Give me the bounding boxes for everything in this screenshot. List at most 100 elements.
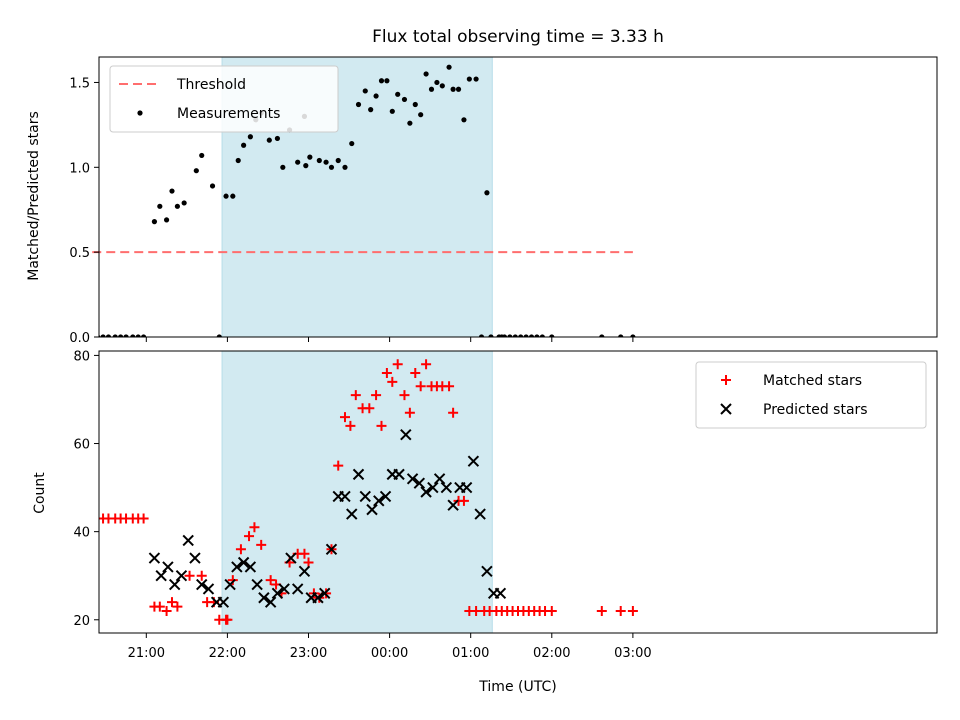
data-point [460, 481, 473, 494]
data-point [151, 219, 158, 225]
data-point [359, 490, 371, 503]
data-point [100, 334, 106, 337]
y-tick-label: 1.0 [69, 161, 90, 176]
data-point [518, 334, 524, 337]
data-points [87, 359, 638, 625]
data-point [618, 334, 624, 337]
data-point [373, 93, 379, 99]
x-tick-label: 23:00 [290, 646, 327, 661]
legend-box [109, 65, 339, 133]
data-point [265, 575, 276, 586]
data-point [439, 83, 445, 89]
data-point [434, 79, 440, 86]
data-point [328, 164, 335, 170]
data-point [478, 334, 485, 337]
data-point [325, 543, 338, 555]
data-point [244, 561, 257, 573]
data-point [303, 163, 309, 169]
data-point [172, 601, 183, 612]
legend: Matched stars Predicted stars [695, 361, 927, 429]
legend-label: Threshold [176, 77, 246, 93]
data-point [196, 578, 208, 591]
data-point [280, 164, 286, 170]
data-point [87, 513, 97, 523]
data-point [135, 334, 141, 337]
data-point [428, 86, 435, 92]
data-point [461, 117, 467, 123]
legend-swatch [720, 403, 732, 415]
data-point [368, 107, 374, 113]
data-point [202, 583, 215, 595]
x-tick-label: 01:00 [452, 646, 489, 661]
data-point [481, 565, 493, 578]
data-point [349, 140, 355, 147]
bottom-y-axis-label: Count [32, 472, 48, 514]
data-point [130, 334, 136, 337]
data-point [413, 477, 426, 489]
data-point [333, 460, 344, 471]
data-point [423, 71, 429, 77]
data-point [182, 534, 194, 547]
data-point [196, 570, 207, 581]
y-tick-label: 40 [73, 526, 90, 541]
data-point [256, 539, 267, 550]
chart-title: Flux total observing time = 3.33 h [372, 27, 664, 47]
data-point [163, 217, 170, 223]
data-point [458, 495, 469, 506]
legend-label: Measurements [177, 106, 280, 122]
legend-label: Matched stars [763, 373, 862, 389]
legend: Threshold Measurements [109, 65, 339, 133]
data-point [209, 183, 216, 189]
data-point [299, 548, 310, 559]
data-point [168, 578, 181, 591]
data-point [148, 552, 161, 564]
data-point [421, 359, 432, 370]
data-point [466, 76, 472, 82]
data-point [291, 583, 304, 595]
y-tick-label: 60 [73, 438, 90, 453]
y-tick-label: 0.5 [69, 246, 90, 261]
data-point [264, 596, 277, 608]
legend-box [695, 361, 927, 429]
data-point [227, 575, 238, 586]
data-point [162, 561, 174, 573]
data-point [534, 334, 540, 337]
data-point [241, 142, 247, 148]
x-tick-label: 03:00 [614, 646, 651, 661]
data-point [174, 203, 180, 209]
data-point [467, 455, 480, 467]
data-point [384, 78, 390, 84]
data-point [494, 587, 507, 600]
data-point [440, 481, 453, 494]
data-point [501, 334, 508, 337]
data-point [346, 508, 358, 520]
x-tick-label: 22:00 [209, 646, 246, 661]
data-point [473, 76, 479, 82]
data-point [184, 570, 195, 581]
data-point [392, 359, 403, 370]
data-point [323, 159, 329, 165]
data-point [266, 137, 272, 143]
data-point [395, 91, 401, 97]
data-point [389, 108, 395, 114]
data-point [217, 596, 230, 608]
data-point [224, 578, 236, 591]
bottom-panel: 20 40 60 80 21:00 22:00 23:00 00:00 01:00 02:00 03… [73, 349, 938, 661]
data-point [399, 390, 410, 401]
data-point [161, 605, 172, 616]
data-point [446, 64, 452, 70]
y-tick-label: 80 [73, 349, 90, 364]
data-point [303, 557, 314, 568]
data-point [599, 334, 605, 337]
data-point [412, 101, 418, 108]
x-tick-label: 00:00 [371, 646, 408, 661]
data-point [166, 597, 177, 608]
y-tick-label: 1.5 [69, 76, 90, 91]
data-point [627, 605, 638, 616]
data-point [342, 164, 348, 170]
data-point [474, 508, 486, 520]
data-point [406, 473, 419, 485]
data-point [274, 135, 281, 142]
data-point [298, 565, 311, 578]
